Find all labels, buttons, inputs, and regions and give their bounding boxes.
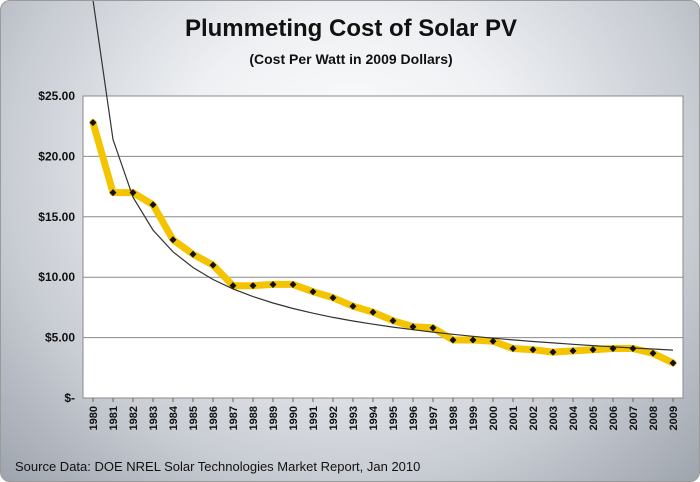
data-point [489, 337, 497, 345]
data-point [229, 282, 237, 290]
x-tick-label: 2001 [508, 406, 520, 430]
x-tick-label: 1982 [128, 406, 140, 430]
x-tick-label: 1997 [428, 406, 440, 430]
data-point [149, 201, 157, 209]
data-point [629, 344, 637, 352]
data-point [649, 349, 657, 357]
y-tick-label: $15.00 [38, 210, 75, 224]
y-axis: $- $5.00 $10.00 $15.00 $20.00 $25.00 [38, 89, 75, 405]
x-tick-label: 1980 [88, 406, 100, 430]
x-tick-label: 1995 [388, 406, 400, 430]
x-tick-label: 1985 [188, 406, 200, 430]
data-point [89, 119, 97, 127]
y-tick-label: $- [64, 391, 75, 405]
x-tick-label: 2000 [488, 406, 500, 430]
data-point [129, 189, 137, 197]
source-note: Source Data: DOE NREL Solar Technologies… [15, 459, 421, 474]
x-tick-label: 2009 [668, 406, 680, 430]
data-point [469, 336, 477, 344]
data-point [109, 189, 117, 197]
x-tick-label: 2007 [628, 406, 640, 430]
x-axis: 1980 1981 1982 1983 1984 1985 1986 1987 1988 1989… [88, 398, 680, 430]
data-point [549, 348, 557, 356]
data-point [289, 280, 297, 288]
data-point [209, 261, 217, 269]
y-tick-label: $20.00 [38, 149, 75, 163]
y-tick-label: $5.00 [45, 331, 75, 345]
x-tick-label: 1989 [268, 406, 280, 430]
x-tick-label: 1990 [288, 406, 300, 430]
data-point [169, 236, 177, 244]
x-tick-label: 1991 [308, 406, 320, 430]
x-tick-label: 2003 [548, 406, 560, 430]
data-point [429, 324, 437, 332]
data-point [249, 282, 257, 290]
data-point [189, 250, 197, 258]
data-point [329, 294, 337, 302]
x-tick-label: 1984 [168, 405, 180, 430]
data-point [669, 359, 677, 367]
x-tick-label: 1999 [468, 406, 480, 430]
data-point [389, 317, 397, 325]
data-point [569, 347, 577, 355]
x-tick-label: 1986 [208, 406, 220, 430]
series-line [89, 119, 677, 367]
x-tick-label: 1992 [328, 406, 340, 430]
data-point [509, 344, 517, 352]
data-point [349, 302, 357, 310]
x-tick-label: 2006 [608, 406, 620, 430]
gridlines [83, 155, 683, 339]
y-tick-label: $10.00 [38, 270, 75, 284]
y-tick-label: $25.00 [38, 89, 75, 103]
series-layer [89, 1, 677, 367]
data-point [589, 346, 597, 354]
x-tick-label: 1988 [248, 406, 260, 430]
x-tick-label: 2002 [528, 406, 540, 430]
x-tick-label: 1983 [148, 406, 160, 430]
x-tick-label: 2005 [588, 406, 600, 430]
data-point [609, 344, 617, 352]
data-point [409, 323, 417, 331]
data-point [309, 288, 317, 296]
x-tick-label: 2008 [648, 406, 660, 430]
x-tick-label: 1981 [108, 406, 120, 430]
x-tick-label: 1996 [408, 406, 420, 430]
data-point [449, 336, 457, 344]
chart-title: Plummeting Cost of Solar PV [184, 15, 518, 42]
x-tick-label: 1993 [348, 406, 360, 430]
data-point [269, 280, 277, 288]
x-tick-label: 1987 [228, 406, 240, 430]
trend-line [92, 1, 674, 351]
x-tick-label: 1994 [368, 405, 380, 430]
chart-subtitle: (Cost Per Watt in 2009 Dollars) [249, 51, 453, 67]
x-tick-label: 1998 [448, 406, 460, 430]
x-tick-label: 2004 [568, 405, 580, 430]
data-point [369, 308, 377, 316]
data-point [529, 346, 537, 354]
